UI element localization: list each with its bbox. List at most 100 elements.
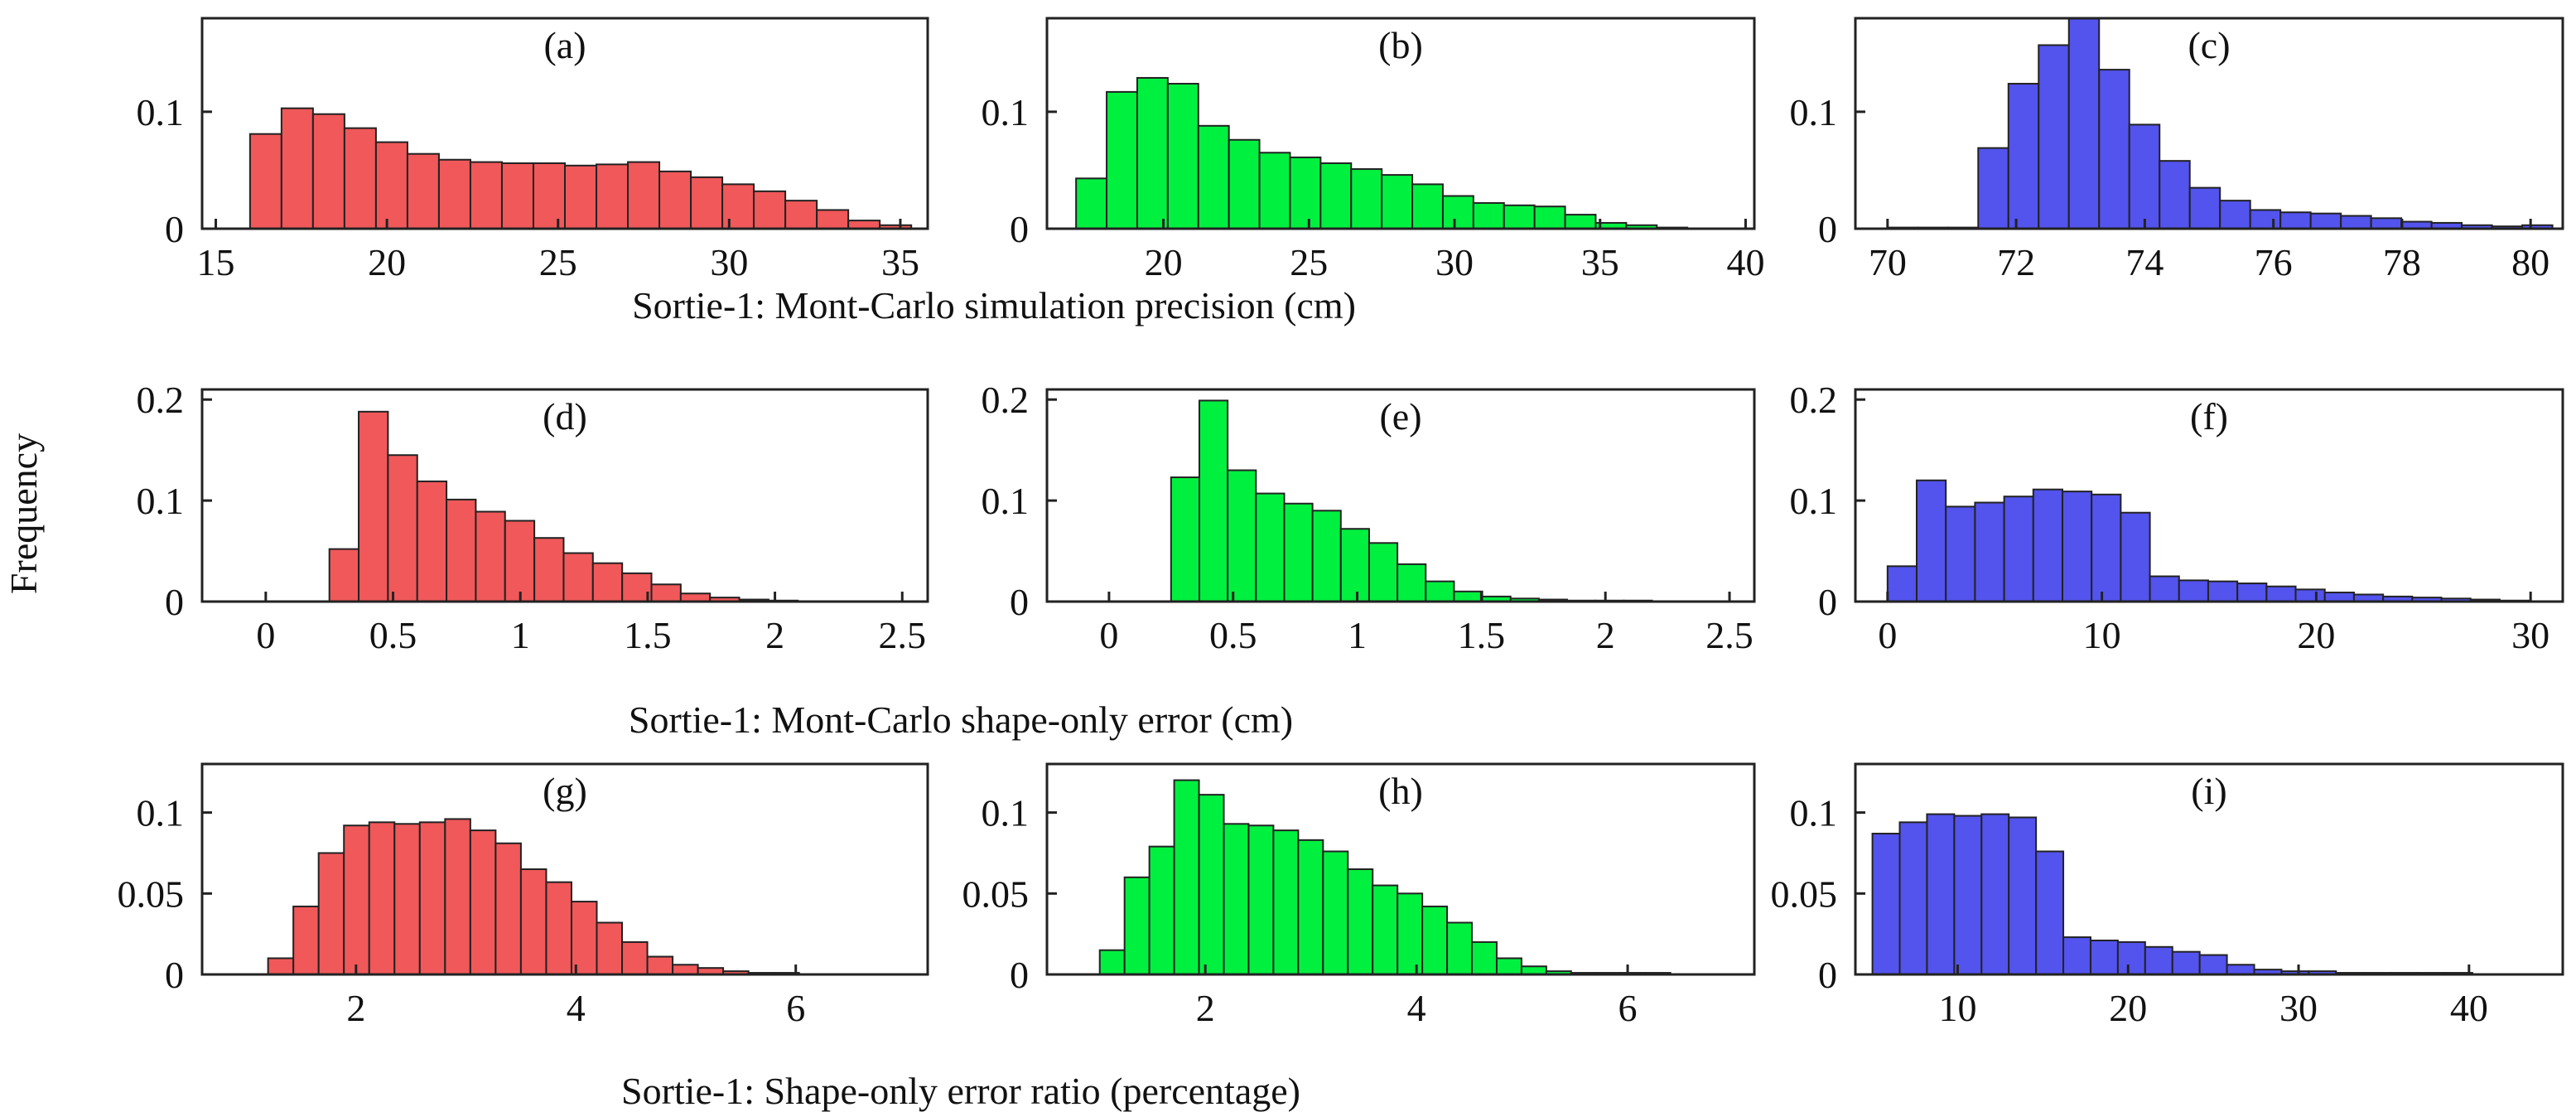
row3-x-axis-label: Sortie-1: Shape-only error ratio (percen…	[621, 1070, 1300, 1112]
x-tick-label: 78	[2383, 241, 2421, 283]
x-tick-label: 30	[1435, 241, 1474, 283]
x-tick-label: 6	[1618, 987, 1638, 1029]
histogram-bar	[1471, 940, 1498, 976]
histogram-bar	[1953, 815, 1983, 976]
histogram-bar	[1098, 949, 1126, 975]
histogram-bar	[591, 562, 624, 602]
histogram-bar	[1311, 510, 1342, 602]
histogram-bar	[533, 537, 565, 603]
histogram-bar	[2265, 585, 2297, 603]
histogram-bar	[2007, 83, 2040, 230]
y-tick-label: 0	[165, 581, 184, 623]
x-tick-label: 6	[786, 987, 805, 1029]
y-tick-label: 0.1	[137, 480, 185, 522]
histogram-bar	[690, 176, 724, 230]
histogram-bar	[570, 901, 598, 975]
y-tick-label: 0	[1818, 581, 1837, 623]
y-tick-label: 0	[165, 208, 184, 250]
histogram-bar	[416, 480, 448, 602]
histogram-bar	[1533, 205, 1566, 230]
histogram-bar	[2098, 69, 2130, 230]
histogram-bar	[2249, 209, 2282, 230]
histogram-bar	[1926, 813, 1956, 975]
panel-a: 15 20 25 30 35 0 0.1 (a)	[137, 17, 929, 283]
histogram-bar	[2207, 580, 2239, 602]
histogram-bar	[2091, 493, 2122, 603]
histogram-bar	[1350, 168, 1383, 230]
histogram-bar	[1123, 876, 1151, 976]
panel-b: 20 25 30 35 40 0 0.1 (b)	[982, 17, 1764, 283]
y-tick-label: 0.05	[962, 873, 1030, 915]
panel-label: (b)	[1378, 24, 1423, 66]
histogram-bar	[2035, 850, 2065, 976]
histogram-bar	[2370, 217, 2403, 230]
histogram-bar	[1495, 957, 1522, 975]
x-tick-label: 2	[346, 987, 365, 1029]
histogram-bar	[1372, 884, 1399, 976]
histogram-bar	[562, 552, 594, 602]
histogram-bar	[1339, 528, 1370, 602]
histogram-bar	[784, 200, 818, 230]
histogram-bar	[721, 183, 755, 230]
histogram-bar	[2159, 160, 2191, 230]
y-tick-label: 0.2	[137, 379, 185, 421]
histogram-bar	[1898, 821, 1928, 976]
axes-box	[1045, 388, 1756, 603]
histogram-bar	[1974, 501, 2005, 603]
histogram-bar	[2032, 488, 2063, 602]
x-tick-label: 20	[368, 241, 406, 283]
histogram-bar	[658, 170, 692, 230]
histogram-bar	[2038, 44, 2070, 230]
histogram-bar	[650, 583, 682, 603]
histogram-bar	[1453, 590, 1483, 602]
histogram-bar	[1198, 794, 1225, 975]
x-tick-label: 15	[197, 241, 235, 283]
x-tick-label: 1.5	[1458, 614, 1506, 656]
axes-box	[1854, 17, 2564, 230]
histogram-bar	[1227, 469, 1257, 603]
y-tick-label: 0.1	[1790, 91, 1838, 133]
histogram-bar	[1381, 174, 1414, 230]
histogram-bar	[343, 824, 370, 975]
y-tick-label: 0.1	[982, 792, 1030, 834]
y-tick-label: 0.1	[982, 91, 1030, 133]
histogram-bar	[1247, 824, 1275, 975]
histogram-bar	[519, 868, 548, 975]
histogram-bar	[1441, 195, 1474, 230]
y-tick-label: 0.2	[1790, 379, 1838, 421]
histogram-bar	[2008, 816, 2038, 975]
x-tick-label: 0	[256, 614, 275, 656]
histogram-bar	[1289, 156, 1322, 230]
histogram-bar	[1166, 83, 1199, 230]
figure-y-axis-label: Frequency	[2, 433, 45, 594]
x-tick-label: 2.5	[879, 614, 927, 656]
histogram-bar	[2003, 496, 2034, 602]
histogram-bar	[1446, 921, 1474, 975]
x-tick-label: 20	[2297, 614, 2335, 656]
panel-label: (i)	[2191, 770, 2226, 812]
y-tick-label: 0	[1818, 954, 1837, 996]
x-tick-label: 74	[2125, 241, 2164, 283]
x-tick-label: 25	[1290, 241, 1328, 283]
histogram-bar	[368, 821, 396, 976]
panel-label: (f)	[2190, 395, 2228, 438]
histogram-bar	[1945, 505, 1976, 602]
histogram-bar	[475, 510, 506, 602]
x-tick-label: 40	[2450, 987, 2488, 1029]
histogram-bar	[1255, 492, 1286, 602]
histogram-bar	[267, 957, 295, 975]
x-tick-label: 4	[1407, 987, 1426, 1029]
histogram-bar	[1368, 542, 1399, 602]
panel-label: (d)	[543, 395, 587, 438]
axes-box	[1854, 388, 2564, 603]
panel-e: 0 0.5 1 1.5 2 2.5 0 0.1 0.2 (e)	[982, 379, 1756, 656]
y-tick-label: 0.1	[137, 91, 185, 133]
x-tick-label: 70	[1869, 241, 1907, 283]
panel-label: (a)	[543, 24, 586, 66]
histogram-bar	[1148, 845, 1175, 976]
histogram-bar	[1170, 476, 1200, 602]
x-tick-label: 1.5	[624, 614, 672, 656]
panel-label: (c)	[2188, 24, 2230, 66]
histogram-bar	[2219, 200, 2251, 230]
y-tick-label: 0	[1010, 581, 1029, 623]
